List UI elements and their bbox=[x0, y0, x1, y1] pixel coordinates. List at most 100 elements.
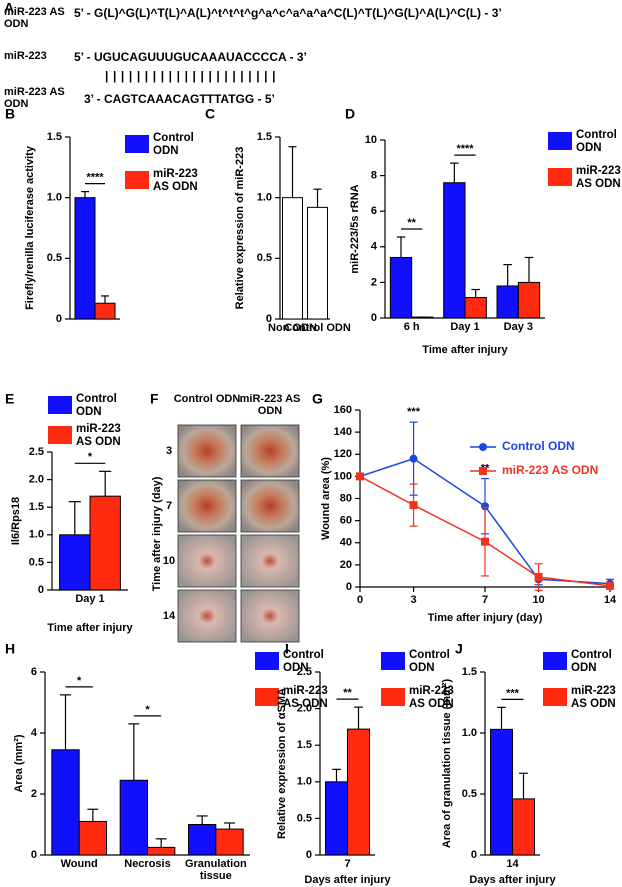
x-tick-label-box: Day 1 bbox=[450, 321, 479, 333]
y-tick-label: 1.5 bbox=[29, 501, 44, 513]
y-tick-label: 8 bbox=[371, 170, 377, 182]
bar bbox=[74, 197, 96, 320]
significance: *** bbox=[506, 687, 520, 699]
wound-photo bbox=[177, 589, 237, 643]
x-tick-label: 7 bbox=[482, 594, 488, 606]
legend-label-box: Control ODN bbox=[576, 129, 617, 154]
bar bbox=[282, 197, 303, 320]
column-label-box: miR-223 AS ODN bbox=[239, 393, 301, 418]
sequence: 3’ - CAGTCAAACAGTTTATGG - 5’ bbox=[84, 92, 275, 106]
x-tick-label: 7 bbox=[344, 858, 351, 870]
sequence-name: miR-223 AS ODN bbox=[4, 6, 65, 31]
bar bbox=[307, 206, 328, 320]
y-tick-label: 6 bbox=[31, 666, 37, 678]
legend-swatch bbox=[125, 171, 149, 189]
y-axis-label: Time after injury (day) bbox=[151, 476, 163, 591]
legend-label-box: Control ODN bbox=[571, 649, 612, 674]
x-tick-label: Non ODN bbox=[268, 322, 317, 334]
x-tick-label-box: Day 3 bbox=[503, 321, 533, 333]
legend-swatch bbox=[255, 652, 279, 670]
legend-label-box: Control ODN bbox=[502, 440, 575, 453]
significance: *** bbox=[407, 406, 421, 418]
bar bbox=[94, 302, 116, 320]
legend-label: miR-223 AS ODN bbox=[502, 464, 599, 477]
column-label: miR-223 AS ODN bbox=[239, 393, 301, 418]
bar bbox=[119, 779, 148, 856]
x-tick-label: 10 bbox=[532, 594, 544, 606]
x-tick-label-box: 6 h bbox=[404, 321, 420, 333]
x-tick-label: Necrosis bbox=[124, 858, 171, 870]
bar bbox=[443, 182, 466, 319]
panel-label: H bbox=[5, 641, 15, 657]
legend-label-box: Control ODN bbox=[409, 649, 450, 674]
legend-label-box: Control ODN bbox=[76, 393, 117, 418]
bar bbox=[89, 495, 121, 591]
bar bbox=[188, 824, 217, 856]
sequence-name-box: miR-223 AS ODN bbox=[4, 86, 65, 111]
legend-swatch bbox=[543, 688, 567, 706]
y-tick-label: 120 bbox=[334, 448, 352, 460]
wound-photo bbox=[240, 534, 300, 588]
legend-label-box: miR-223 AS ODN bbox=[502, 464, 599, 477]
y-tick-label: 0 bbox=[371, 312, 377, 324]
y-tick-label: 60 bbox=[340, 515, 352, 527]
y-axis-label: Relative expression of miR-223 bbox=[234, 147, 246, 310]
x-axis-label: Days after injury bbox=[469, 874, 556, 886]
y-tick-label: 40 bbox=[340, 537, 352, 549]
sequence-name: miR-223 AS ODN bbox=[4, 86, 65, 111]
y-tick-label: 0 bbox=[346, 581, 352, 593]
x-tick-label: Control ODN bbox=[284, 322, 351, 334]
x-tick-label: 14 bbox=[604, 594, 617, 606]
significance: **** bbox=[456, 143, 474, 155]
legend-label: miR-223 AS ODN bbox=[153, 168, 198, 193]
y-tick-label: 0.5 bbox=[257, 252, 272, 264]
legend-label-box: miR-223 AS ODN bbox=[571, 685, 616, 710]
pairing: |||||||||||||||||||||| bbox=[105, 69, 280, 83]
x-axis-label: Time after injury (day) bbox=[428, 612, 543, 624]
y-tick-label: 80 bbox=[340, 492, 352, 504]
y-tick-label: 4 bbox=[31, 727, 38, 739]
legend-label: Control ODN bbox=[153, 132, 194, 157]
y-tick-label: 1.0 bbox=[297, 776, 312, 788]
bar bbox=[512, 798, 535, 856]
bar bbox=[496, 285, 519, 319]
bar bbox=[325, 781, 348, 856]
y-tick-label: 0 bbox=[56, 313, 62, 325]
bar bbox=[389, 256, 413, 319]
legend-label: Control ODN bbox=[571, 649, 612, 674]
x-tick-label-box: Non ODN bbox=[268, 322, 317, 334]
y-tick-label: 0 bbox=[306, 849, 312, 861]
column-label: Control ODN bbox=[173, 393, 241, 405]
y-tick-label: 2.5 bbox=[297, 666, 312, 678]
x-axis-label: Time after injury bbox=[47, 622, 133, 634]
y-tick-label: 2.0 bbox=[297, 703, 312, 715]
significance: ** bbox=[343, 687, 352, 699]
x-axis-label: Time after injury bbox=[422, 344, 508, 356]
y-tick-label: 160 bbox=[334, 404, 352, 416]
marker bbox=[481, 537, 489, 546]
legend-swatch bbox=[548, 132, 572, 150]
legend-label: Control ODN bbox=[409, 649, 450, 674]
y-tick-label: 1.5 bbox=[462, 666, 477, 678]
x-tick-label: Day 1 bbox=[75, 593, 105, 605]
y-tick-label: 6 bbox=[371, 205, 377, 217]
panel-label: G bbox=[312, 391, 323, 407]
y-tick-label: 1.5 bbox=[297, 739, 312, 751]
y-tick-label: 0 bbox=[266, 313, 272, 325]
x-tick-label: 14 bbox=[506, 858, 519, 870]
x-tick-label: Day 3 bbox=[503, 321, 533, 333]
y-tick-label: 0 bbox=[471, 849, 477, 861]
significance: **** bbox=[86, 172, 104, 184]
sequence-name-box: miR-223 AS ODN bbox=[4, 6, 65, 31]
y-tick-label: 1.5 bbox=[257, 131, 272, 143]
bar bbox=[147, 846, 176, 856]
y-tick-label: 1.0 bbox=[29, 529, 44, 541]
panel-label: E bbox=[5, 391, 14, 407]
y-axis-label: Area (mm²) bbox=[13, 734, 25, 792]
bar bbox=[59, 534, 91, 591]
bar bbox=[464, 297, 487, 319]
legend-label-box: Control ODN bbox=[153, 132, 194, 157]
y-tick-label: 0 bbox=[38, 584, 44, 596]
panel-label: A bbox=[4, 0, 14, 16]
